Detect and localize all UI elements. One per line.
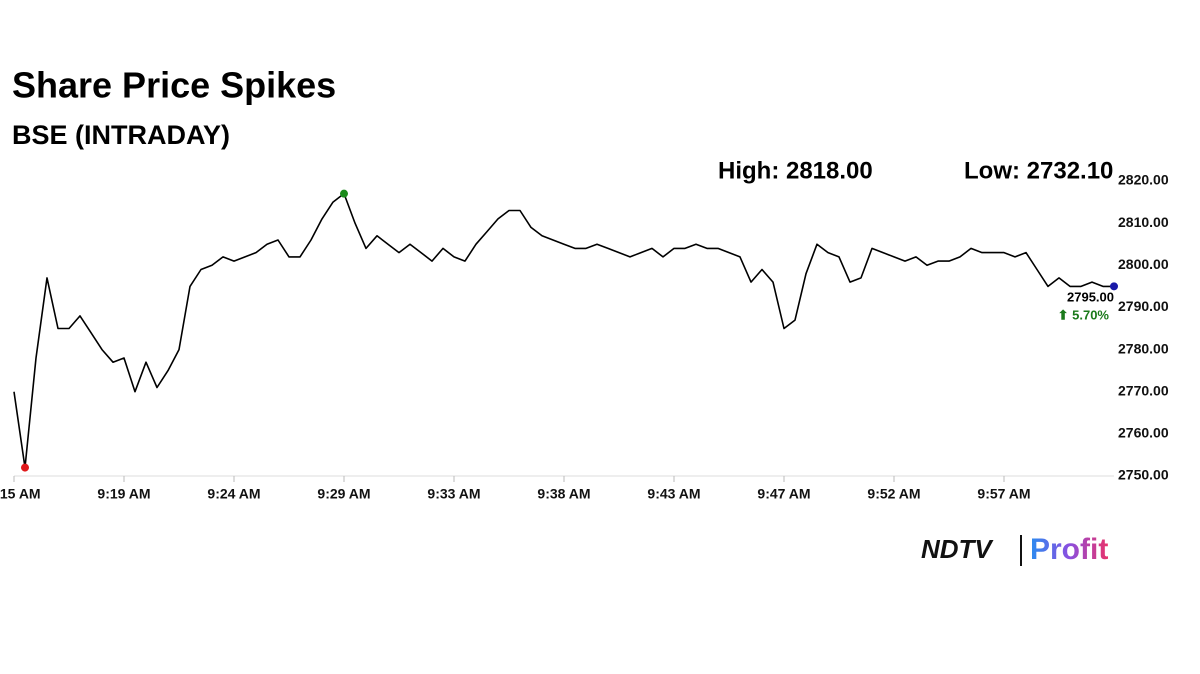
y-tick-label: 2780.00 bbox=[1118, 340, 1169, 356]
x-tick-label: 9:19 AM bbox=[97, 486, 150, 502]
last-marker bbox=[1110, 282, 1118, 291]
x-tick-label: 9:33 AM bbox=[427, 486, 480, 502]
x-tick-label: 9:47 AM bbox=[757, 486, 810, 502]
y-tick-label: 2770.00 bbox=[1118, 382, 1169, 398]
low-marker bbox=[21, 463, 29, 472]
y-tick-label: 2790.00 bbox=[1118, 298, 1169, 314]
x-tick-label: 9:29 AM bbox=[317, 486, 370, 502]
last-price-label: 2795.00 bbox=[1067, 289, 1114, 304]
y-tick-label: 2800.00 bbox=[1118, 256, 1169, 272]
x-tick-label: 9:52 AM bbox=[867, 486, 920, 502]
price-line bbox=[13, 192, 1114, 469]
change-label: ⬆ 5.70% bbox=[1058, 307, 1110, 322]
brand-right: Profit bbox=[1030, 533, 1108, 566]
x-tick-label: 9:15 AM bbox=[0, 486, 41, 502]
chart-subtitle: BSE (INTRADAY) bbox=[12, 120, 230, 150]
x-tick-label: 9:43 AM bbox=[647, 486, 700, 502]
high-label: High: 2818.00 bbox=[718, 157, 873, 184]
x-tick-label: 9:38 AM bbox=[537, 486, 590, 502]
x-tick-label: 9:24 AM bbox=[207, 486, 260, 502]
y-tick-label: 2810.00 bbox=[1118, 214, 1169, 230]
chart-title: Share Price Spikes bbox=[12, 65, 336, 106]
x-tick-label: 9:57 AM bbox=[977, 486, 1030, 502]
high-marker bbox=[340, 189, 348, 198]
brand-left: NDTV bbox=[921, 534, 994, 564]
y-tick-label: 2750.00 bbox=[1118, 467, 1169, 483]
y-tick-label: 2820.00 bbox=[1118, 172, 1169, 188]
low-label: Low: 2732.10 bbox=[964, 157, 1113, 184]
y-tick-label: 2760.00 bbox=[1118, 425, 1169, 441]
